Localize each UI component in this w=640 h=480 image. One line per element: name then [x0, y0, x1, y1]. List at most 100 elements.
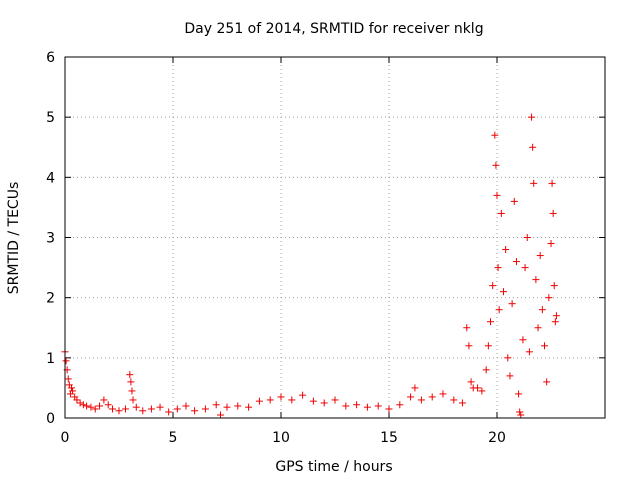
data-point	[182, 402, 190, 410]
data-point	[234, 402, 242, 410]
data-point	[266, 396, 274, 404]
data-point	[515, 390, 523, 398]
data-point	[465, 342, 473, 350]
data-point	[523, 234, 531, 241]
chart-title: Day 251 of 2014, SRMTID for receiver nkl…	[184, 21, 483, 37]
data-point	[62, 357, 70, 365]
data-point	[516, 408, 524, 416]
data-point	[484, 342, 492, 350]
data-point	[548, 179, 556, 187]
data-point	[552, 312, 560, 320]
grid-lines	[65, 57, 605, 418]
x-tick-label: 20	[488, 430, 506, 446]
data-point	[201, 405, 209, 413]
data-point	[525, 348, 533, 356]
data-point	[396, 401, 404, 409]
data-point	[550, 282, 558, 290]
data-point	[255, 397, 263, 405]
data-point	[121, 405, 129, 413]
y-tick-label: 2	[46, 291, 55, 307]
data-point	[492, 161, 500, 169]
data-point	[493, 191, 501, 199]
data-point	[504, 354, 512, 362]
data-point	[320, 399, 328, 407]
data-point	[489, 282, 497, 290]
data-point	[76, 399, 84, 407]
data-point	[156, 403, 164, 411]
x-tick-label: 10	[272, 430, 290, 446]
data-point	[132, 403, 140, 411]
x-tick-label: 15	[380, 430, 398, 446]
data-point	[217, 411, 225, 419]
data-point	[91, 405, 99, 413]
data-point	[79, 401, 87, 409]
y-tick-label: 4	[46, 170, 55, 186]
data-point	[543, 378, 551, 386]
data-point	[439, 390, 447, 398]
y-tick-label: 6	[46, 50, 55, 66]
data-point	[450, 396, 458, 404]
plot-frame	[64, 56, 606, 419]
data-point	[374, 402, 382, 410]
x-tick-label: 0	[61, 430, 70, 446]
data-point	[508, 300, 516, 308]
data-point	[551, 318, 559, 326]
data-point	[417, 396, 425, 404]
data-point	[309, 397, 317, 405]
x-tick-label: 5	[169, 430, 178, 446]
data-point	[126, 371, 134, 379]
data-point	[127, 378, 135, 386]
data-point	[173, 405, 181, 413]
data-point	[64, 375, 72, 383]
y-axis-label: SRMTID / TECUs	[6, 182, 22, 295]
data-point	[517, 411, 525, 419]
data-point	[245, 403, 253, 411]
data-points	[61, 113, 560, 419]
data-point	[363, 403, 371, 411]
data-point	[299, 391, 307, 399]
data-point	[528, 113, 536, 121]
data-point	[129, 396, 137, 404]
y-tick-label: 3	[46, 231, 55, 247]
data-point	[191, 407, 199, 415]
data-point	[538, 306, 546, 314]
data-point	[502, 246, 510, 254]
data-point	[83, 402, 91, 410]
data-point	[482, 366, 490, 374]
y-tick-label: 0	[46, 411, 55, 427]
data-point	[96, 402, 104, 410]
data-point	[499, 288, 507, 296]
data-point	[100, 396, 108, 404]
data-point	[491, 131, 499, 139]
data-point	[494, 264, 502, 272]
data-point	[428, 393, 436, 401]
data-point	[109, 405, 117, 413]
data-point	[353, 401, 361, 409]
data-point	[463, 324, 471, 332]
data-point	[545, 294, 553, 302]
x-axis-label: GPS time / hours	[275, 459, 392, 475]
data-point	[139, 407, 147, 415]
data-point	[532, 276, 540, 284]
data-point	[277, 393, 285, 401]
data-point	[547, 240, 555, 248]
data-point	[519, 336, 527, 344]
data-point	[69, 387, 77, 395]
data-point	[467, 378, 475, 386]
data-point	[67, 384, 75, 392]
data-point	[541, 342, 549, 350]
data-point	[128, 387, 136, 395]
data-point	[478, 387, 486, 395]
data-point	[223, 403, 231, 411]
data-point	[534, 324, 542, 332]
y-tick-label: 1	[46, 351, 55, 367]
data-point	[497, 209, 505, 217]
data-point	[87, 403, 95, 411]
data-point	[407, 393, 415, 401]
data-point	[529, 143, 537, 151]
data-point	[506, 372, 514, 380]
data-point	[115, 407, 123, 415]
data-point	[147, 405, 155, 413]
data-point	[512, 258, 520, 266]
